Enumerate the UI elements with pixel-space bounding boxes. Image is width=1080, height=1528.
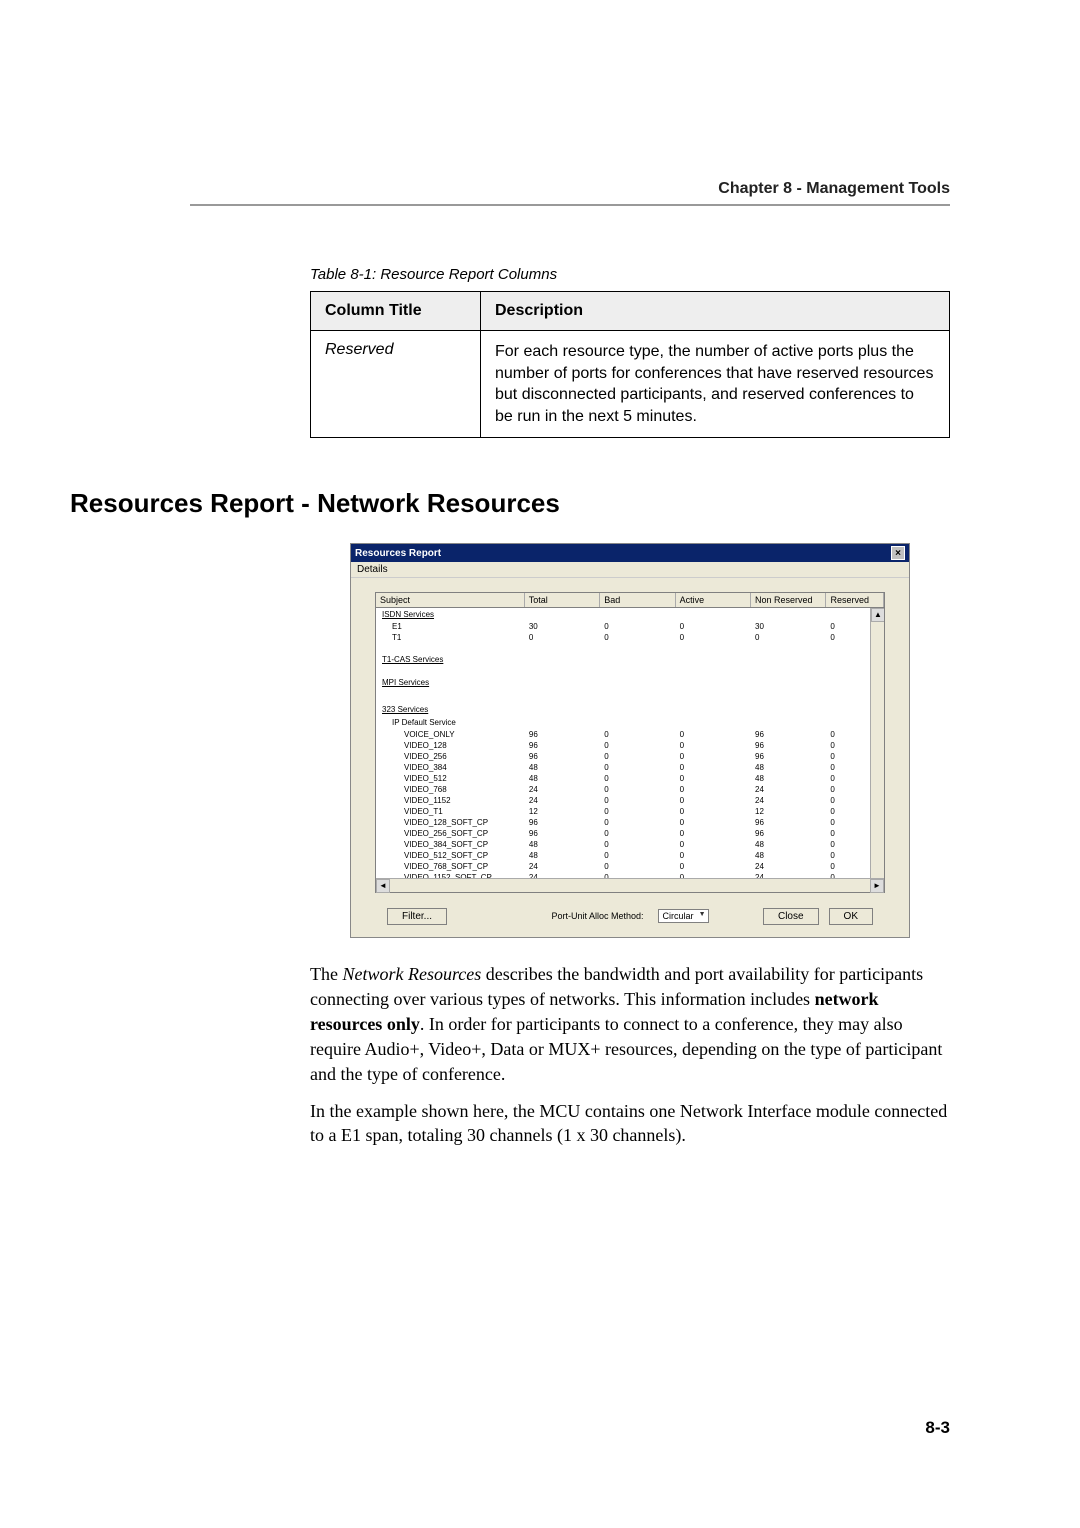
- group-t1cas: T1-CAS Services: [376, 653, 884, 666]
- scrollbar-horizontal[interactable]: ◄ ►: [376, 878, 884, 892]
- table-row: VIDEO_2569600960: [376, 751, 884, 762]
- table-row: VIDEO_1152_SOFT_CP2400240: [376, 872, 884, 878]
- grid: Subject Total Bad Active Non Reserved Re…: [375, 592, 885, 893]
- table-row: VIDEO_3844800480: [376, 762, 884, 773]
- table-row: VIDEO_512_SOFT_CP4800480: [376, 850, 884, 861]
- table-row: VOICE_ONLY9600960: [376, 729, 884, 740]
- scroll-up-icon[interactable]: ▲: [871, 608, 884, 622]
- table-row: VIDEO_7682400240: [376, 784, 884, 795]
- section-heading: Resources Report - Network Resources: [70, 488, 950, 519]
- alloc-label: Port-Unit Alloc Method:: [551, 911, 643, 921]
- resource-report-table: Column Title Description Reserved For ea…: [310, 291, 950, 438]
- table-row: E13000300: [376, 621, 884, 632]
- paragraph-2: In the example shown here, the MCU conta…: [310, 1099, 950, 1149]
- scroll-right-icon[interactable]: ►: [870, 879, 884, 893]
- page-number: 8-3: [925, 1418, 950, 1438]
- col-total[interactable]: Total: [525, 593, 600, 607]
- group-mpi: MPI Services: [376, 676, 884, 689]
- table-row: T100000: [376, 632, 884, 643]
- resources-report-window: Resources Report × Details Subject Total…: [350, 543, 910, 938]
- menu-details[interactable]: Details: [351, 562, 909, 578]
- scroll-left-icon[interactable]: ◄: [376, 879, 390, 893]
- group-ipdef: IP Default Service: [376, 716, 884, 729]
- ok-button[interactable]: OK: [829, 908, 873, 925]
- header-rule: [190, 204, 950, 206]
- table-caption: Table 8-1: Resource Report Columns: [310, 266, 950, 283]
- table-row: VIDEO_11522400240: [376, 795, 884, 806]
- group-h323: 323 Services: [376, 703, 884, 716]
- grid-header: Subject Total Bad Active Non Reserved Re…: [376, 593, 884, 608]
- table-row: VIDEO_256_SOFT_CP9600960: [376, 828, 884, 839]
- col-header-desc: Description: [481, 292, 950, 331]
- p1-a: The: [310, 964, 342, 984]
- group-isdn: ISDN Services: [376, 608, 884, 621]
- titlebar: Resources Report ×: [351, 544, 909, 562]
- p1-em: Network Resources: [342, 964, 481, 984]
- col-nonreserved[interactable]: Non Reserved: [751, 593, 826, 607]
- grid-body: ISDN Services E13000300T100000 T1-CAS Se…: [376, 608, 884, 878]
- col-header-title: Column Title: [311, 292, 481, 331]
- filter-button[interactable]: Filter...: [387, 908, 447, 925]
- close-button[interactable]: Close: [763, 908, 819, 925]
- table-row: VIDEO_384_SOFT_CP4800480: [376, 839, 884, 850]
- table-row: VIDEO_1289600960: [376, 740, 884, 751]
- window-title: Resources Report: [355, 548, 441, 559]
- chapter-header: Chapter 8 - Management Tools: [190, 180, 950, 198]
- table-row: VIDEO_5124800480: [376, 773, 884, 784]
- close-icon[interactable]: ×: [891, 546, 905, 560]
- col-reserved[interactable]: Reserved: [826, 593, 884, 607]
- row-title: Reserved: [311, 331, 481, 438]
- col-active[interactable]: Active: [676, 593, 751, 607]
- table-row: VIDEO_768_SOFT_CP2400240: [376, 861, 884, 872]
- bottom-bar: Filter... Port-Unit Alloc Method: Circul…: [351, 899, 909, 937]
- table-row: VIDEO_128_SOFT_CP9600960: [376, 817, 884, 828]
- table-row: VIDEO_T11200120: [376, 806, 884, 817]
- col-bad[interactable]: Bad: [600, 593, 675, 607]
- scrollbar-vertical[interactable]: ▲: [870, 608, 884, 878]
- paragraph-1: The Network Resources describes the band…: [310, 962, 950, 1086]
- alloc-combo[interactable]: Circular: [658, 909, 709, 923]
- row-desc: For each resource type, the number of ac…: [481, 331, 950, 438]
- col-subject[interactable]: Subject: [376, 593, 525, 607]
